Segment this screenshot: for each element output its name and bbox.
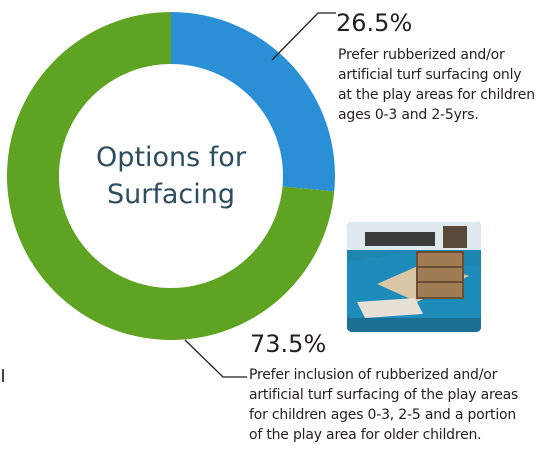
edge-mark (2, 369, 4, 382)
description-line: artificial turf surfacing of the play ar… (249, 387, 519, 403)
description-line: ages 0-3 and 2-5yrs. (338, 107, 479, 123)
slice-label-1: 73.5% (250, 330, 326, 358)
description-line: for children ages 0-3, 2-5 and a portion (249, 407, 517, 423)
chart-title-line-1: Options for (96, 142, 247, 173)
description-line: Prefer inclusion of rubberized and/or (249, 367, 498, 383)
description-line: Prefer rubberized and/or (338, 47, 505, 63)
description-line: artificial turf surfacing only (338, 67, 522, 83)
slice-description-bottom: Prefer inclusion of rubberized and/or ar… (249, 365, 518, 445)
playground-sandbox-photo (347, 222, 481, 332)
slice-description-top: Prefer rubberized and/or artificial turf… (338, 45, 535, 125)
leader-line-top (271, 12, 336, 61)
description-line: of the play area for older children. (249, 427, 482, 443)
slice-label-0: 26.5% (336, 9, 412, 37)
chart-title-line-2: Surfacing (107, 179, 235, 210)
donut-hole (59, 64, 283, 288)
leader-line-bottom (184, 339, 247, 378)
description-line: at the play areas for children (338, 87, 535, 103)
